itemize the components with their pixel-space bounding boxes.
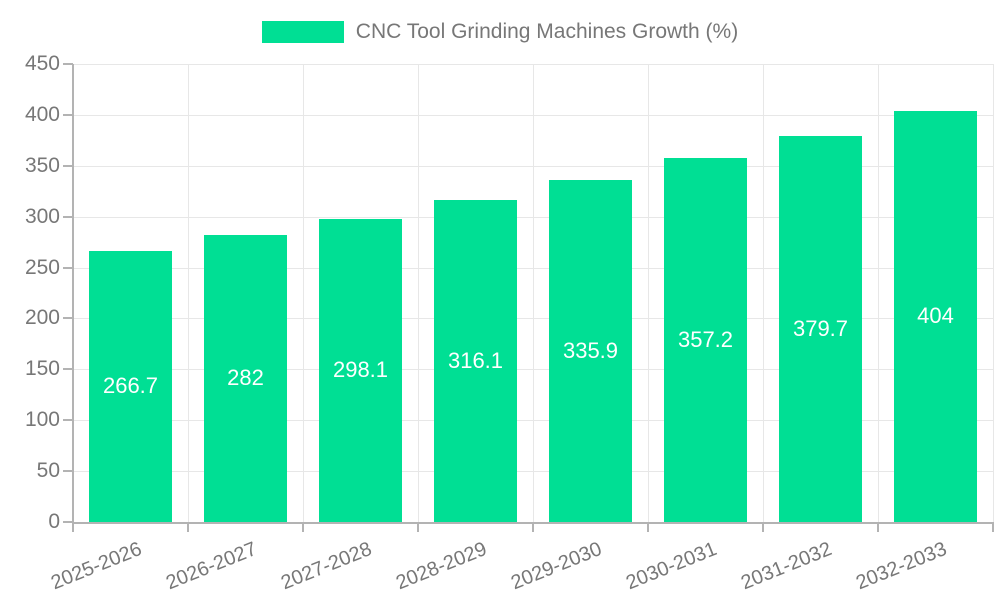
y-axis-tick-label: 450 xyxy=(24,52,60,75)
bar-label: 298.1 xyxy=(332,357,389,383)
bar[interactable]: 404 xyxy=(894,110,977,522)
y-axis-tick-label: 250 xyxy=(24,255,60,279)
x-axis-category-label: 2026-2027 xyxy=(162,538,260,595)
bar[interactable]: 282 xyxy=(204,234,287,522)
bar[interactable]: 335.9 xyxy=(549,180,632,522)
bar[interactable]: 298.1 xyxy=(319,218,402,522)
y-axis-tick-label: 400 xyxy=(24,102,60,126)
bar-label: 266.7 xyxy=(102,373,159,399)
y-axis-tick xyxy=(63,113,73,116)
y-axis-tick-label: 350 xyxy=(24,153,60,177)
y-axis-tick-label: 300 xyxy=(24,204,60,228)
v-gridline xyxy=(993,64,994,522)
y-axis-tick xyxy=(63,215,73,218)
x-axis-line xyxy=(73,522,993,524)
x-axis-tick xyxy=(417,522,419,532)
x-axis-tick xyxy=(187,522,189,532)
y-axis-tick xyxy=(63,63,73,65)
x-axis-category-label: 2031-2032 xyxy=(737,538,835,595)
v-gridline xyxy=(878,64,879,522)
bar-label: 379.7 xyxy=(792,315,849,341)
x-axis-tick xyxy=(302,522,304,532)
bar[interactable]: 266.7 xyxy=(89,250,172,522)
y-axis-tick xyxy=(63,521,73,523)
x-axis-category-label: 2027-2028 xyxy=(277,538,375,595)
y-axis-tick xyxy=(63,419,73,422)
y-axis-tick-label: 200 xyxy=(24,306,60,330)
bar-label: 404 xyxy=(917,303,954,329)
legend[interactable]: CNC Tool Grinding Machines Growth (%) xyxy=(0,18,1000,46)
legend-label: CNC Tool Grinding Machines Growth (%) xyxy=(355,20,739,43)
x-axis-category-label: 2029-2030 xyxy=(507,538,605,595)
bar[interactable]: 357.2 xyxy=(664,158,747,522)
x-axis-category-label: 2028-2029 xyxy=(392,538,490,595)
x-axis-tick xyxy=(72,522,74,532)
x-axis-category-label: 2030-2031 xyxy=(622,538,720,595)
v-gridline xyxy=(648,64,649,522)
y-axis-tick xyxy=(63,317,73,320)
bar-label: 282 xyxy=(227,365,264,391)
bar[interactable]: 316.1 xyxy=(434,200,517,522)
bar[interactable]: 379.7 xyxy=(779,135,862,522)
y-axis-tick-label: 100 xyxy=(24,408,60,432)
x-axis-tick xyxy=(532,522,534,532)
y-axis-tick-label: 50 xyxy=(36,459,60,483)
bar-label: 357.2 xyxy=(677,327,734,353)
y-axis-tick-label: 0 xyxy=(48,510,60,533)
v-gridline xyxy=(188,64,189,522)
x-axis-category-label: 2025-2026 xyxy=(47,538,145,595)
x-axis-tick xyxy=(877,522,879,532)
y-axis-tick xyxy=(63,470,73,473)
y-axis-tick xyxy=(63,164,73,167)
v-gridline xyxy=(533,64,534,522)
x-axis-tick xyxy=(992,522,994,532)
legend-swatch xyxy=(261,21,344,43)
bar-label: 316.1 xyxy=(447,348,504,374)
v-gridline xyxy=(303,64,304,522)
x-axis-tick xyxy=(647,522,649,532)
v-gridline xyxy=(763,64,764,522)
x-axis-tick xyxy=(762,522,764,532)
y-axis-tick-label: 150 xyxy=(24,357,60,381)
y-axis-tick xyxy=(63,266,73,269)
y-axis-line xyxy=(72,64,74,522)
x-axis-category-label: 2032-2033 xyxy=(852,538,950,595)
bar-label: 335.9 xyxy=(562,338,619,364)
y-axis-tick xyxy=(63,368,73,371)
v-gridline xyxy=(418,64,419,522)
